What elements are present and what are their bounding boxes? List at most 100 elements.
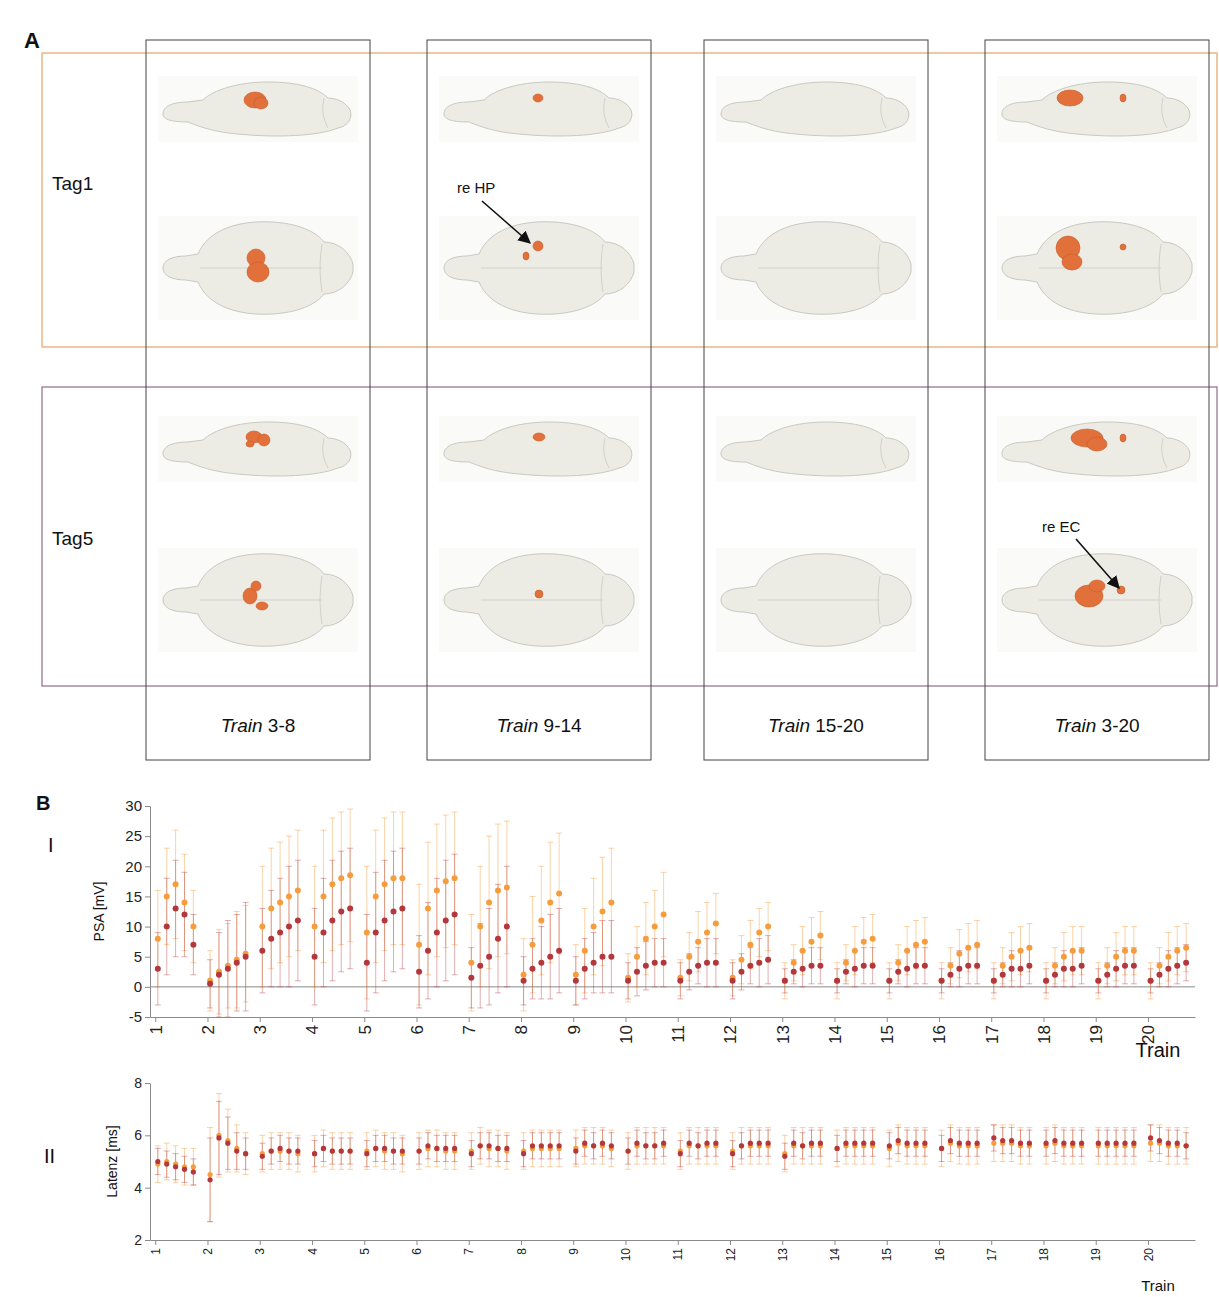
brain-midline — [481, 244, 603, 292]
error-bar — [1017, 1127, 1023, 1164]
point — [1184, 1143, 1189, 1148]
x-tick-mark — [207, 1017, 208, 1022]
point — [1017, 948, 1023, 954]
point — [382, 881, 388, 887]
error-bar — [243, 902, 249, 1011]
point — [1183, 945, 1189, 951]
error-bar — [364, 1133, 370, 1170]
error-bar — [259, 1135, 265, 1172]
points — [155, 872, 1189, 984]
error-bar — [904, 927, 910, 975]
x-axis-title: Train — [1136, 1039, 1181, 1061]
brain-midline — [481, 576, 603, 624]
y-tick-label: 5 — [134, 948, 142, 965]
error-bar — [468, 1141, 474, 1167]
point — [1156, 963, 1162, 969]
point — [1079, 1141, 1084, 1146]
brain-outline — [444, 554, 634, 646]
error-bar — [922, 1130, 928, 1156]
error-bar — [1148, 969, 1154, 993]
column-box — [427, 40, 651, 760]
error-bar — [521, 939, 527, 1011]
point — [905, 1141, 910, 1146]
point — [286, 893, 292, 899]
error-bar — [852, 1127, 858, 1164]
x-tick-label: 5 — [358, 1248, 372, 1255]
x-tick-label: 11 — [669, 1025, 688, 1043]
point — [191, 1164, 196, 1169]
error-bar — [1079, 948, 1085, 984]
image-ground — [716, 76, 916, 142]
point — [295, 1148, 300, 1153]
error-bar — [259, 1143, 265, 1169]
error-bar — [312, 908, 318, 1004]
error-bar — [677, 1133, 683, 1170]
point — [425, 905, 431, 911]
row-label: Tag1 — [52, 173, 93, 194]
point — [747, 942, 753, 948]
point — [547, 899, 553, 905]
point — [634, 954, 640, 960]
x-tick: 20 — [1142, 1240, 1156, 1261]
point — [991, 978, 997, 984]
y-tick-label: 6 — [134, 1127, 142, 1143]
error-bar — [904, 1127, 910, 1164]
error-bar — [521, 1141, 527, 1167]
error-bar — [207, 1127, 213, 1221]
error-bar — [1095, 969, 1101, 993]
x-tick-mark — [991, 1240, 992, 1245]
x-tick: 9 — [567, 1240, 581, 1255]
error-bar — [782, 963, 788, 999]
point — [225, 1141, 230, 1146]
point — [713, 921, 719, 927]
point — [469, 1151, 474, 1156]
x-tick: 17 — [983, 1017, 1002, 1044]
error-bar — [608, 1130, 614, 1167]
point — [495, 1146, 500, 1151]
error-bar — [791, 1127, 797, 1164]
point — [625, 978, 631, 984]
point — [538, 918, 544, 924]
error-bar — [686, 1130, 692, 1156]
error-bar — [477, 1133, 483, 1159]
error-bar — [329, 1133, 335, 1170]
point — [730, 978, 736, 984]
error-bar — [625, 954, 631, 1002]
point — [556, 948, 562, 954]
brain-outline — [1002, 422, 1190, 476]
y-tick-mark — [145, 927, 150, 928]
point — [181, 912, 187, 918]
point — [886, 978, 892, 984]
error-bar — [704, 1127, 710, 1164]
error-bar — [443, 860, 449, 981]
error-bar — [947, 1125, 953, 1162]
error-bar — [713, 1127, 719, 1164]
point — [399, 875, 405, 881]
error-bar — [591, 1127, 597, 1164]
points — [155, 1133, 1188, 1177]
point — [782, 1154, 787, 1159]
error-bar — [434, 1130, 440, 1167]
point — [1043, 978, 1049, 984]
image-ground — [158, 548, 358, 652]
point — [495, 936, 501, 942]
x-tick: 6 — [410, 1240, 424, 1255]
point — [766, 1141, 771, 1146]
activation-blob — [1120, 94, 1126, 102]
brain-fold — [1162, 98, 1167, 128]
error-bar — [243, 1133, 249, 1175]
point — [373, 1146, 378, 1151]
error-bar — [1043, 969, 1049, 993]
point — [939, 978, 945, 984]
brain-outline — [444, 82, 632, 136]
point — [486, 899, 492, 905]
error-bar — [939, 1130, 945, 1167]
activation-blob — [251, 581, 261, 591]
point — [861, 1141, 866, 1146]
point — [1009, 1138, 1014, 1143]
point — [965, 945, 971, 951]
error-bar — [1095, 1127, 1101, 1164]
point — [1027, 1141, 1032, 1146]
error-bar — [730, 963, 736, 999]
error-bar — [886, 1133, 892, 1159]
